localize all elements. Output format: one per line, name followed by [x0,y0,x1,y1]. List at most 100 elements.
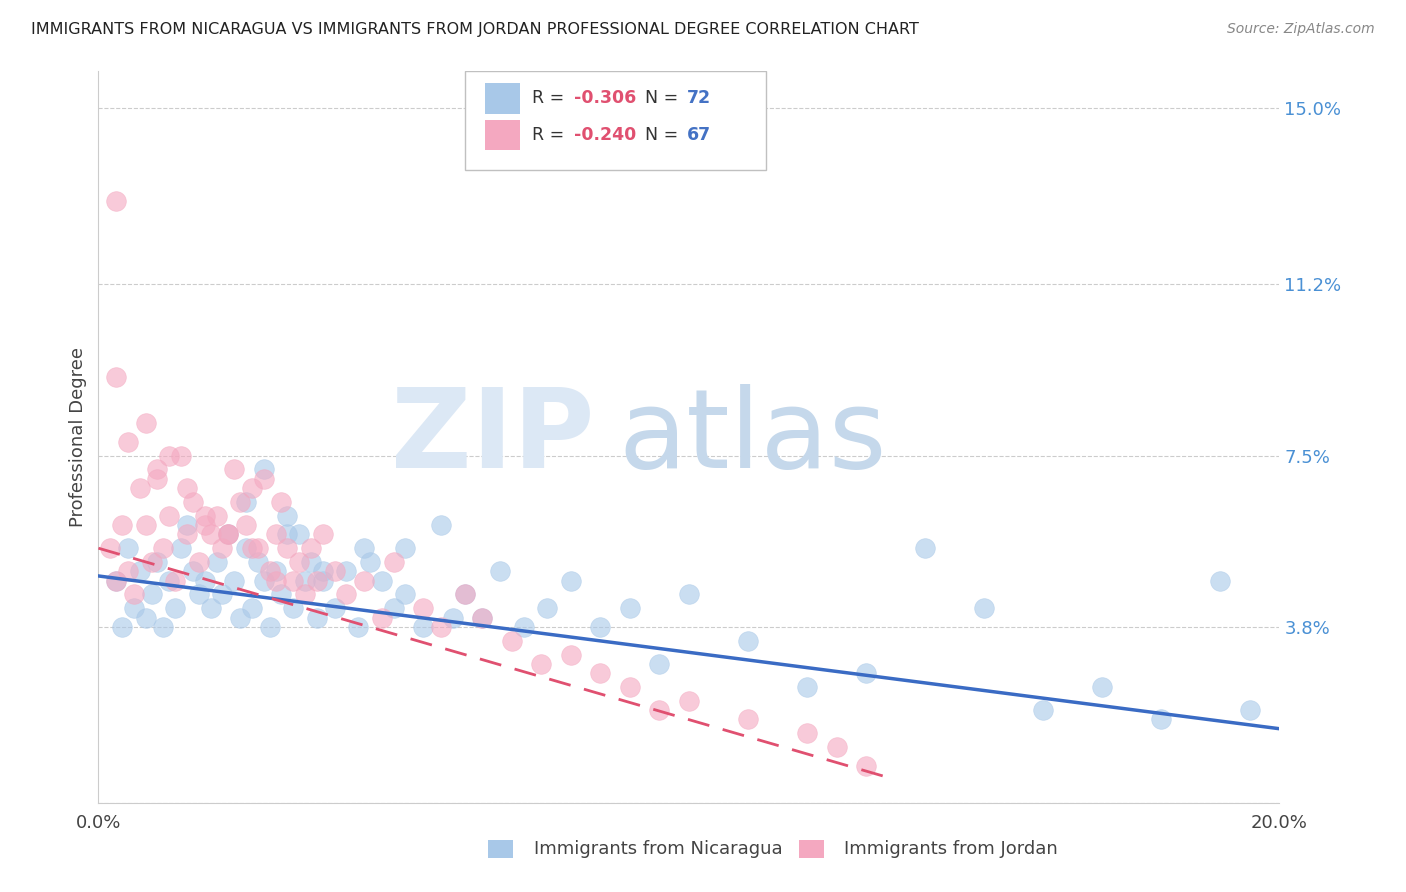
Point [253,472,276,486]
Point [111,518,134,533]
Point [170,541,193,556]
Point [737,633,759,648]
Point [217,527,239,541]
Point [589,666,612,681]
Point [589,620,612,634]
Point [619,680,641,694]
Point [157,449,180,463]
Point [128,481,150,495]
Point [276,541,298,556]
Point [259,620,281,634]
Point [1150,713,1173,727]
Point [187,587,209,601]
Point [146,472,169,486]
Point [453,587,475,601]
Point [176,518,198,533]
FancyBboxPatch shape [464,71,766,170]
Point [294,574,316,588]
Text: Immigrants from Jordan: Immigrants from Jordan [844,840,1057,858]
Point [299,555,322,569]
Point [141,555,163,569]
Point [152,620,174,634]
Point [471,610,494,624]
Point [536,601,558,615]
Point [312,565,335,579]
Text: N =: N = [645,89,683,107]
Point [973,601,995,615]
Point [453,587,475,601]
Text: atlas: atlas [619,384,887,491]
Point [194,508,217,523]
Text: -0.240: -0.240 [575,126,637,144]
Point [353,574,375,588]
Text: IMMIGRANTS FROM NICARAGUA VS IMMIGRANTS FROM JORDAN PROFESSIONAL DEGREE CORRELAT: IMMIGRANTS FROM NICARAGUA VS IMMIGRANTS … [31,22,918,37]
Point [240,601,263,615]
Point [560,648,582,662]
Point [117,541,139,556]
Point [224,462,246,476]
Point [229,610,252,624]
Point [105,574,128,588]
Point [117,434,139,449]
Y-axis label: Professional Degree: Professional Degree [69,347,87,527]
Text: R =: R = [531,126,569,144]
Point [135,610,157,624]
Point [294,587,316,601]
Point [240,541,263,556]
Point [501,633,523,648]
Point [359,555,381,569]
Point [270,587,292,601]
Point [737,713,759,727]
Text: -0.306: -0.306 [575,89,637,107]
Text: Source: ZipAtlas.com: Source: ZipAtlas.com [1227,22,1375,37]
Point [276,508,298,523]
Point [135,518,157,533]
Point [176,481,198,495]
Point [796,726,818,740]
Point [235,495,257,509]
Point [648,703,671,717]
Point [264,565,287,579]
Point [187,555,209,569]
Point [382,601,405,615]
Point [200,601,222,615]
Point [489,565,512,579]
Point [211,541,233,556]
Point [560,574,582,588]
Point [194,518,217,533]
Point [619,601,641,615]
Point [211,587,233,601]
Text: N =: N = [645,126,683,144]
Point [796,680,818,694]
Point [825,740,848,755]
Point [224,574,246,588]
Point [146,462,169,476]
Point [246,541,269,556]
Point [264,574,287,588]
Point [371,574,394,588]
Point [253,574,276,588]
Point [371,610,394,624]
Point [441,610,464,624]
Point [1032,703,1054,717]
Point [855,666,877,681]
Point [270,495,292,509]
Point [217,527,239,541]
Text: 72: 72 [686,89,710,107]
Point [141,587,163,601]
Point [165,574,187,588]
Point [105,370,128,384]
Point [312,527,335,541]
Text: ZIP: ZIP [391,384,595,491]
Point [105,574,128,588]
Point [176,527,198,541]
Point [253,462,276,476]
Point [394,587,416,601]
Point [1239,703,1261,717]
Bar [485,120,520,151]
Point [264,527,287,541]
Point [181,565,204,579]
Point [288,555,311,569]
Point [530,657,553,671]
Point [259,565,281,579]
